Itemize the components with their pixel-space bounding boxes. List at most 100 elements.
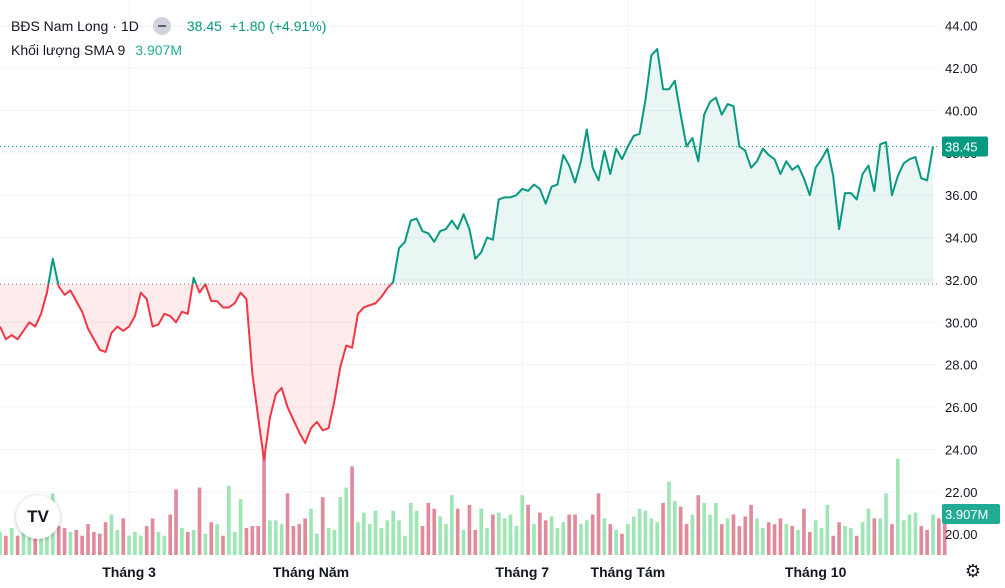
volume-bar (56, 526, 61, 555)
volume-bar (561, 522, 566, 555)
volume-bar (168, 514, 172, 555)
interval-label[interactable]: 1D (120, 18, 139, 34)
volume-bar (731, 514, 736, 555)
volume-bar (285, 493, 290, 555)
price-tick-label: 26.00 (945, 400, 978, 415)
price-tick-label: 34.00 (945, 231, 978, 246)
area-fill-down (0, 284, 933, 461)
volume-bar (9, 528, 14, 555)
volume-bar (227, 485, 231, 555)
volume-bar (895, 458, 900, 555)
volume-bar (139, 535, 143, 555)
price-axis[interactable]: 44.0042.0040.0038.0036.0034.0032.0030.00… (942, 19, 1000, 542)
volume-bar (420, 526, 425, 555)
volume-bar (860, 522, 865, 555)
tradingview-logo-icon[interactable]: TV (16, 495, 60, 539)
volume-bar (825, 504, 830, 555)
volume-bar (180, 528, 184, 555)
volume-bar (221, 535, 225, 555)
volume-indicator-label[interactable]: Khối lượng SMA 9 (11, 42, 126, 58)
volume-bar (802, 508, 806, 555)
volume-bar (702, 502, 706, 555)
volume-bar (942, 510, 947, 555)
volume-bar (813, 520, 818, 555)
volume-bar (567, 514, 572, 555)
time-tick-label: Tháng 3 (102, 564, 156, 580)
symbol-name[interactable]: BĐS Nam Long (11, 18, 109, 34)
volume-bar (379, 528, 384, 555)
volume-bar (596, 493, 601, 555)
volume-bar (250, 526, 255, 555)
volume-bar (4, 535, 8, 555)
volume-bar (678, 506, 683, 555)
volume-bar (133, 531, 137, 555)
volume-bar (262, 452, 266, 555)
volume-bar (385, 520, 390, 555)
price-line-down (0, 284, 393, 462)
volume-bar (80, 535, 84, 555)
volume-bar (444, 524, 448, 555)
volume-bar (901, 520, 906, 555)
volume-bar (215, 524, 219, 555)
volume-indicator-value: 3.907M (135, 42, 182, 58)
volume-bar (238, 499, 243, 555)
volume-bar (350, 466, 354, 555)
volume-bar (690, 514, 695, 555)
hide-series-icon[interactable] (152, 17, 171, 35)
volume-bar (778, 518, 783, 555)
volume-bar (655, 522, 660, 555)
volume-bar (878, 518, 883, 555)
volume-bar (268, 520, 272, 555)
price-tick-label: 20.00 (945, 527, 978, 542)
volume-bar (725, 518, 730, 555)
volume-bar (549, 516, 554, 555)
volume-bar (39, 533, 43, 555)
volume-bar (784, 524, 789, 555)
volume-bar (590, 514, 595, 555)
volume-bar (807, 531, 812, 555)
volume-bar (426, 502, 431, 555)
volume-bar (127, 535, 131, 555)
time-axis[interactable]: Tháng 3 Tháng Năm Tháng 7 Tháng Tám Tháng 10 (102, 564, 846, 580)
volume-bar (755, 518, 759, 555)
volume-bar (819, 528, 824, 555)
volume-bar (367, 524, 372, 555)
volume-bar (356, 522, 360, 555)
last-price-badge-label: 38.45 (945, 139, 978, 154)
volume-bar (520, 495, 525, 555)
volume-bar (455, 508, 460, 555)
volume-bar (432, 508, 437, 555)
legend: BĐS Nam Long · 1D 38.45 +1.80 (+4.91%) K… (11, 14, 326, 62)
volume-bar (326, 528, 331, 555)
volume-bar (608, 524, 613, 555)
volume-bar (491, 514, 495, 555)
volume-bar (397, 520, 401, 555)
volume-bar (197, 487, 202, 555)
gear-icon[interactable]: ⚙ (964, 561, 982, 581)
volume-bar (109, 514, 114, 555)
volume-bar (672, 501, 677, 555)
volume-bar (872, 518, 877, 555)
volume-bar (743, 516, 748, 555)
price-tick-label: 30.00 (945, 315, 978, 330)
volume-bar (514, 526, 519, 555)
last-volume-badge-label: 3.907M (945, 507, 988, 522)
time-tick-label: Tháng 10 (785, 564, 847, 580)
volume-bar (649, 518, 654, 555)
volume-bar (103, 522, 108, 555)
volume-bar (115, 529, 120, 555)
volume-bar (209, 522, 214, 555)
price-tick-label: 42.00 (945, 61, 978, 76)
volume-bar (508, 514, 513, 555)
volume-bar (579, 524, 583, 555)
volume-bar (937, 518, 941, 555)
volume-bar (796, 529, 800, 555)
volume-bar (737, 526, 742, 555)
volume-bar (361, 512, 366, 555)
volume-bar (766, 522, 771, 555)
volume-bar (543, 520, 548, 555)
time-tick-label: Tháng 7 (495, 564, 549, 580)
volume-bar (232, 531, 237, 555)
volume-bar (708, 514, 712, 555)
